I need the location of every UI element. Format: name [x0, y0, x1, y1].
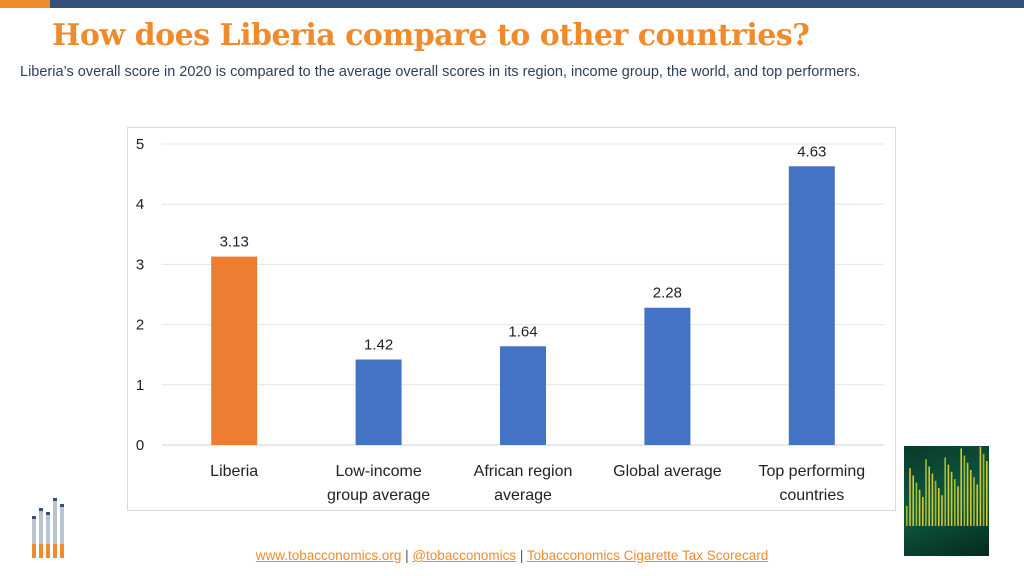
cover-bar: [928, 466, 930, 526]
y-tick-label: 0: [136, 437, 144, 454]
bar: [788, 166, 835, 446]
data-label: 1.42: [364, 337, 393, 354]
x-tick-label: African region: [474, 463, 573, 480]
x-tick-label: Low-income: [335, 463, 421, 480]
x-tick-label: average: [494, 487, 552, 504]
cover-bar: [957, 486, 959, 526]
top-bar-accent: [0, 0, 50, 8]
website-link[interactable]: www.tobacconomics.org: [255, 548, 402, 563]
y-tick-label: 3: [136, 256, 144, 273]
footer: www.tobacconomics.org | @tobacconomics |…: [0, 548, 1024, 563]
y-tick-label: 4: [136, 196, 144, 213]
data-label: 4.63: [797, 143, 826, 160]
x-tick-label: Global average: [613, 463, 722, 480]
top-bar: [0, 0, 1024, 8]
logo-bar: [32, 518, 36, 544]
twitter-link[interactable]: @tobacconomics: [412, 548, 517, 563]
chart-frame: [127, 127, 896, 511]
cover-bars-graphic: [906, 446, 988, 526]
logo-bar: [53, 500, 57, 544]
cover-bar: [963, 455, 966, 526]
cover-bar: [982, 453, 985, 526]
cover-bar: [918, 489, 921, 526]
bar: [500, 346, 546, 445]
cover-bar: [970, 470, 972, 526]
cover-bar: [966, 462, 969, 526]
scorecard-cover-image: [904, 446, 989, 556]
logo-bar: [46, 544, 50, 558]
separator: |: [401, 548, 413, 563]
logo-bar: [53, 544, 57, 558]
logo-bar: [53, 498, 57, 501]
x-tick-label: countries: [779, 487, 844, 504]
logo-bar: [32, 516, 36, 519]
y-tick-label: 1: [136, 377, 144, 394]
logo-bar: [32, 544, 36, 558]
logo-bar: [46, 514, 50, 544]
cover-bar: [909, 468, 911, 526]
separator: |: [516, 548, 527, 563]
cover-bar: [938, 488, 940, 526]
cover-bar: [934, 480, 937, 526]
logo-bar: [39, 510, 43, 544]
logo-bar: [60, 504, 64, 507]
data-label: 2.28: [653, 285, 682, 302]
cover-bar: [931, 473, 934, 526]
page-subtitle: Liberia’s overall score in 2020 is compa…: [20, 64, 861, 80]
logo-bar: [39, 508, 43, 511]
cover-bar: [973, 477, 975, 526]
x-tick-label: Top performing: [758, 463, 865, 480]
cover-bar: [915, 482, 918, 526]
x-tick-label: group average: [327, 487, 430, 504]
logo-bar: [39, 544, 43, 558]
cover-bar: [947, 464, 950, 526]
cover-bar: [960, 448, 962, 526]
y-tick-label: 2: [136, 317, 144, 334]
data-label: 1.64: [508, 323, 537, 340]
cover-bar: [986, 461, 988, 526]
data-label: 3.13: [220, 234, 249, 251]
cover-bar: [925, 459, 927, 526]
bar: [644, 307, 691, 445]
cover-bar: [941, 495, 943, 526]
logo-bar: [46, 512, 50, 515]
cover-bar: [906, 506, 908, 526]
bar: [211, 256, 258, 445]
y-tick-label: 5: [136, 136, 144, 153]
cover-bar: [944, 457, 946, 526]
tobacconomics-logo: [32, 498, 64, 558]
cover-bar: [976, 484, 978, 526]
cover-bar: [979, 446, 982, 526]
cover-bar: [950, 471, 953, 526]
cover-bar: [954, 479, 956, 526]
logo-bar: [60, 506, 64, 544]
cover-bar: [922, 497, 924, 526]
x-tick-label: Liberia: [210, 463, 258, 480]
scorecard-link[interactable]: Tobacconomics Cigarette Tax Scorecard: [526, 548, 769, 563]
cover-bar: [912, 475, 914, 526]
bar: [355, 359, 402, 445]
page-title: How does Liberia compare to other countr…: [52, 18, 810, 53]
logo-bar: [60, 544, 64, 558]
